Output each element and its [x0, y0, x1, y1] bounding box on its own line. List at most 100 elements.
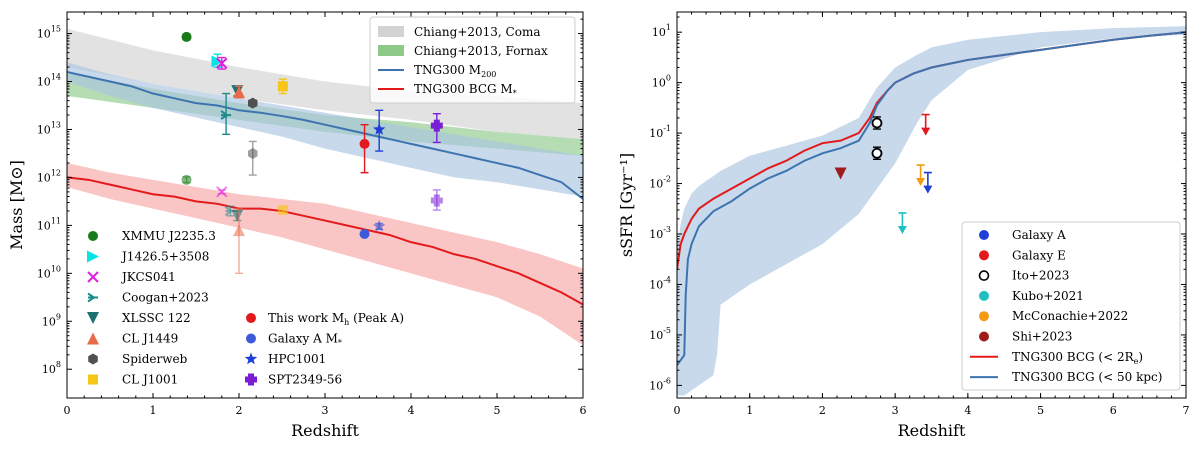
- x-axis-label: Redshift: [291, 421, 359, 440]
- legend-label: SPT2349-56: [268, 373, 342, 387]
- point-cl-j1001: [277, 205, 288, 216]
- legend-label: TNG300 M200: [414, 63, 496, 79]
- legend-right: Galaxy A Galaxy E Ito+2023 Kubo+2021 McConac…: [961, 221, 1181, 391]
- series-line-tng300-bcg-m-: [67, 176, 583, 306]
- legend-label: TNG300 BCG M*: [414, 82, 517, 98]
- point-spt2349-56: [430, 119, 443, 132]
- y-tick-base: 10: [652, 26, 666, 39]
- legend-label: TNG300 BCG (< 50 kpc): [1012, 370, 1162, 384]
- legend-tail: (Peak A): [349, 311, 404, 325]
- x-tick-label: 2: [236, 404, 243, 417]
- legend-label: TNG300 BCG (< 2Re): [1012, 350, 1143, 366]
- x-tick-label: 2: [819, 404, 826, 417]
- y-tick-label: 10-2: [649, 175, 671, 191]
- legend-text: Galaxy E: [1012, 248, 1066, 262]
- x-tick-label: 0: [64, 404, 71, 417]
- legend-text: Ito+2023: [1012, 269, 1069, 283]
- band-tng300-bcg-scatter: [677, 26, 1186, 396]
- legend-box: [369, 16, 576, 104]
- legend-label: Galaxy A M*: [268, 332, 342, 348]
- legend-label: Coogan+2023: [122, 291, 209, 305]
- legend-label: J1426.5+3508: [120, 250, 209, 264]
- legend-text: SPT2349-56: [268, 373, 342, 387]
- y-tick-exponent: -3: [663, 225, 671, 234]
- y-tick-label: 1014: [37, 73, 61, 89]
- point-kubo-2021-head: [897, 225, 907, 234]
- legend-label: Ito+2023: [1012, 269, 1069, 283]
- point-xlssc-122: [231, 209, 244, 222]
- point-spiderweb: [247, 147, 258, 159]
- y-tick-base: 10: [37, 171, 51, 184]
- legend-label: Galaxy E: [1012, 248, 1066, 262]
- legend-label: Spiderweb: [122, 352, 188, 366]
- legend-text: Shi+2023: [1012, 330, 1072, 344]
- legend-text: HPC1001: [268, 352, 326, 366]
- band-tng300-m200-scatter: [67, 62, 583, 197]
- y-tick-label: 108: [42, 360, 61, 376]
- x-tick-label: 7: [1183, 404, 1190, 417]
- y-tick-label: 1012: [37, 168, 61, 184]
- y-tick-label: 10-3: [649, 225, 671, 241]
- x-tick-label: 4: [964, 404, 971, 417]
- legend-marker: [979, 331, 989, 342]
- y-tick-label: 100: [652, 74, 671, 90]
- x-tick-label: 0: [674, 404, 681, 417]
- y-tick-label: 109: [42, 312, 61, 328]
- legend-marker: [246, 313, 256, 323]
- legend-text: TNG300 M: [414, 63, 481, 77]
- point-hpc1001: [372, 219, 386, 232]
- legend-marker: [88, 353, 98, 365]
- legend-text: This work M: [268, 311, 344, 325]
- legend-marker: [978, 270, 990, 281]
- legend-label: CL J1449: [122, 332, 178, 346]
- y-tick-label: 10-6: [649, 376, 671, 392]
- y-tick-base: 10: [42, 315, 56, 328]
- point-cl-j1449: [233, 224, 245, 237]
- legend-marker: [87, 271, 99, 283]
- legend-text: Galaxy A M: [268, 332, 338, 346]
- legend-top-right: Chiang+2013, Coma Chiang+2013, Fornax TNG3…: [369, 16, 576, 104]
- legend-marker: [87, 332, 99, 345]
- point-galaxy-a-m-: [359, 229, 370, 240]
- x-tick-label: 6: [1110, 404, 1117, 417]
- legend-marker: [979, 230, 989, 240]
- y-tick-base: 10: [652, 77, 666, 90]
- point-galaxy-e-head: [921, 127, 931, 136]
- y-tick-label: 10-4: [649, 275, 671, 291]
- y-tick-base: 10: [37, 123, 51, 136]
- point-j1426-5-3508: [211, 55, 224, 68]
- legend-label: HPC1001: [268, 352, 326, 366]
- legend-label: This work Mh (Peak A): [268, 311, 404, 327]
- y-tick-base: 10: [37, 219, 51, 232]
- x-tick-label: 3: [322, 404, 329, 417]
- legend-bottom-left: XMMU J2235.3 J1426.5+3508 JKCS041 Coogan+20…: [87, 229, 404, 387]
- plot-area: [677, 26, 1186, 396]
- band-chiang-2013-coma: [67, 28, 583, 140]
- legend-text: Kubo+2021: [1012, 289, 1084, 303]
- y-tick-base: 10: [649, 127, 663, 140]
- legend-label: Galaxy A: [1012, 228, 1066, 242]
- y-tick-exponent: 15: [51, 25, 61, 34]
- y-tick-exponent: 9: [56, 312, 61, 321]
- legend-label: McConachie+2022: [1012, 309, 1128, 323]
- legend-label: Kubo+2021: [1012, 289, 1084, 303]
- legend-swatch: [378, 45, 404, 56]
- x-tick-label: 1: [746, 404, 753, 417]
- y-tick-exponent: -4: [663, 275, 671, 284]
- legend-label: XLSSC 122: [122, 311, 191, 325]
- y-tick-base: 10: [37, 267, 51, 280]
- y-tick-exponent: -2: [663, 175, 671, 184]
- plot-area: [67, 28, 583, 346]
- point-cl-j1449-errorbar: [235, 207, 243, 275]
- left-panel-mass: 0 1 2 3 4 5 6108109101010111012101310141015Red…: [7, 11, 587, 440]
- legend-text: Chiang+2013, Coma: [414, 25, 540, 39]
- legend-subscript: *: [513, 89, 517, 98]
- y-axis-label: Mass [M⊙]: [7, 160, 26, 250]
- right-panel-ssfr: 0 1 2 3 4 5 6 710-610-510-410-310-210-1100101Re…: [617, 11, 1190, 440]
- y-tick-base: 10: [37, 76, 51, 89]
- x-tick-label: 4: [408, 404, 415, 417]
- legend-text: Chiang+2013, Fornax: [414, 44, 548, 58]
- legend-subscript: *: [338, 339, 342, 348]
- legend-marker: [979, 311, 989, 322]
- y-axis-label: sSFR [Gyr⁻¹]: [617, 153, 636, 257]
